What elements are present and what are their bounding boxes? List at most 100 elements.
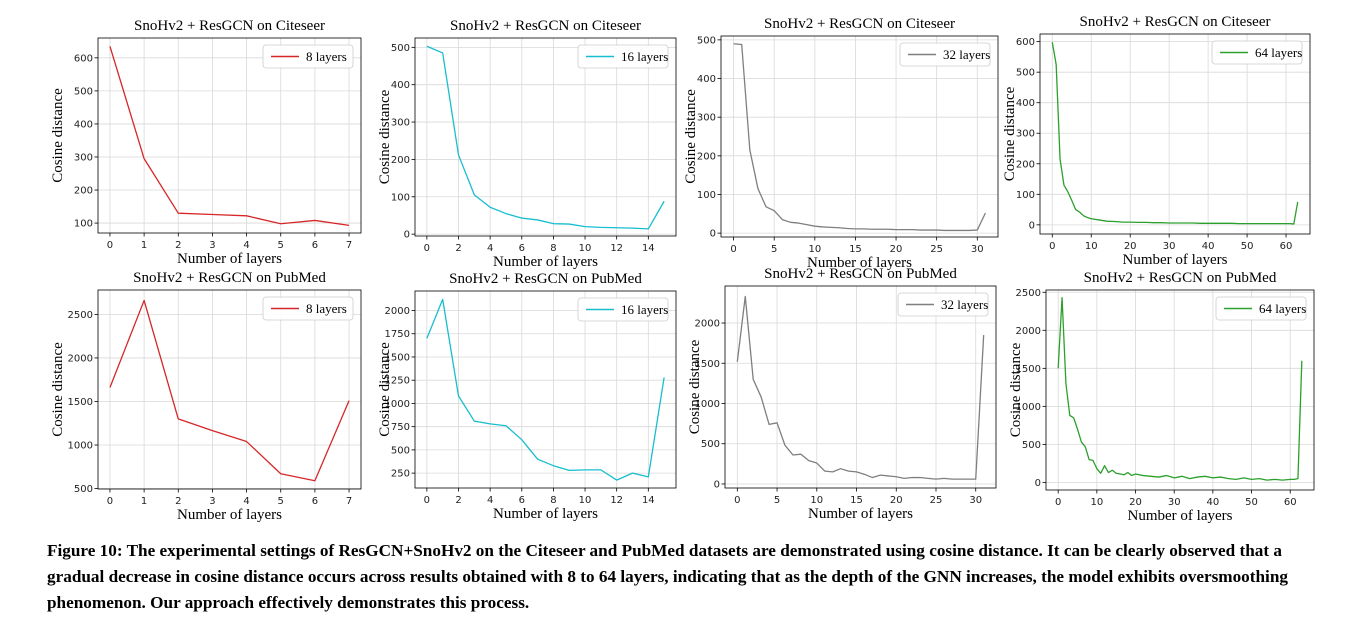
x-tick-label: 4 [243,240,249,251]
y-tick-label: 2500 [1016,288,1041,299]
legend-label: 8 layers [306,49,347,64]
y-tick-label: 100 [391,192,410,203]
x-tick-label: 0 [107,496,113,507]
x-tick-label: 10 [579,495,592,506]
axes-frame [97,289,362,490]
y-tick-label: 0 [1035,478,1041,489]
legend-box [1211,40,1303,65]
x-tick-label: 7 [346,496,352,507]
x-tick-label: 4 [243,496,249,507]
axes-frame [724,285,997,489]
legend-label: 8 layers [306,301,347,316]
y-tick-label: 500 [697,35,716,46]
x-tick-label: 0 [107,240,113,251]
legend-label: 32 layers [941,297,988,312]
x-tick-label: 5 [771,244,777,255]
axes-frame [414,37,677,237]
x-axis-label: Number of layers [808,506,913,522]
x-tick-label: 14 [642,495,655,506]
chart-svg: 0 10 20 30 40 50 60 0 500 1000 1500 2000 2500 64 laye… [1008,270,1315,524]
x-tick-label: 5 [278,240,284,251]
y-tick-label: 500 [701,439,720,450]
x-tick-label: 6 [312,496,318,507]
y-tick-label: 300 [697,113,716,124]
series-line-64-layers [1051,42,1299,225]
chart-title: SnoHv2 + ResGCN on PubMed [133,270,326,286]
y-tick-label: 400 [697,74,716,85]
y-tick-label: 1750 [385,329,410,340]
x-tick-label: 8 [550,495,556,506]
y-tick-label: 1500 [695,359,720,370]
x-axis-label: Number of layers [493,254,598,270]
chart-title: SnoHv2 + ResGCN on Citeseer [450,18,641,34]
y-tick-label: 100 [697,190,716,201]
legend-box [577,297,669,322]
y-tick-label: 400 [74,119,93,130]
x-tick-label: 20 [890,244,903,255]
x-tick-label: 20 [1124,241,1137,252]
x-tick-label: 15 [850,495,863,506]
y-tick-label: 750 [391,422,410,433]
x-tick-label: 6 [519,495,525,506]
chart-panel-1: 0 1 2 3 4 5 6 7 100 200 300 400 500 600 8 layers SnoHv2… [0,0,362,270]
figure: 0 1 2 3 4 5 6 7 100 200 300 400 500 600 8 layers SnoHv2… [0,0,1315,530]
y-tick-label: 600 [74,53,93,64]
legend-box [1215,296,1307,321]
legend-label: 64 layers [1255,45,1302,60]
x-tick-label: 1 [141,496,147,507]
x-tick-label: 4 [487,495,493,506]
legend-box [262,44,354,69]
x-tick-label: 2 [455,243,461,254]
axes-frame [1045,289,1315,491]
chart-svg: 0 5 10 15 20 25 30 0 500 1000 1500 2000 32 layers Sno… [687,266,997,522]
x-tick-label: 3 [209,240,215,251]
x-tick-label: 15 [849,244,862,255]
chart-panel-5: 0 1 2 3 4 5 6 7 500 1000 1500 2000 2500 8 layers SnoHv… [0,270,362,530]
y-tick-label: 200 [74,186,93,197]
x-tick-label: 60 [1284,497,1297,508]
x-axis-label: Number of layers [1123,252,1228,268]
x-tick-label: 12 [610,495,623,506]
x-axis-label: Number of layers [177,507,282,523]
x-axis-label: Number of layers [177,251,282,267]
x-tick-label: 0 [1049,241,1055,252]
x-axis-label: Number of layers [493,506,598,522]
y-tick-label: 0 [710,229,716,240]
legend-box [262,296,354,321]
axes-frame [414,290,677,489]
y-tick-label: 2000 [68,353,93,364]
legend-label: 16 layers [621,302,668,317]
series-line-8-layers [109,299,350,482]
y-tick-label: 300 [391,118,410,129]
y-tick-label: 0 [1029,220,1035,231]
chart-svg: 0 2 4 6 8 10 12 14 0 100 200 300 400 500 16 layers SnoH… [377,18,677,270]
chart-panel-6: 0 2 4 6 8 10 12 14 250 500 750 1000 1250 1500 1750 2000… [345,270,685,530]
chart-svg: 0 1 2 3 4 5 6 7 100 200 300 400 500 600 8 layers SnoHv2… [50,18,362,267]
y-tick-label: 500 [1022,440,1041,451]
x-tick-label: 40 [1202,241,1215,252]
y-axis-label: Cosine distance [1002,86,1018,181]
y-tick-label: 500 [391,43,410,54]
y-tick-label: 1000 [385,399,410,410]
series-line-16-layers [426,298,665,481]
y-tick-label: 1500 [68,397,93,408]
chart-svg: 0 2 4 6 8 10 12 14 250 500 750 1000 1250 1500 1750 2000… [377,271,677,522]
y-tick-label: 500 [1016,68,1035,79]
y-tick-label: 0 [404,230,410,241]
y-tick-label: 200 [391,155,410,166]
x-tick-label: 0 [1055,497,1061,508]
y-tick-label: 400 [1016,98,1035,109]
y-tick-label: 200 [697,151,716,162]
x-tick-label: 25 [930,244,943,255]
x-tick-label: 6 [312,240,318,251]
x-axis-label: Number of layers [807,255,912,271]
y-tick-label: 600 [1016,37,1035,48]
x-tick-label: 0 [424,243,430,254]
x-tick-label: 30 [1163,241,1176,252]
y-tick-label: 1000 [68,441,93,452]
y-tick-label: 1500 [385,352,410,363]
series-line-32-layers [736,295,985,480]
chart-panel-3: 0 5 10 15 20 25 30 0 100 200 300 400 500 32 layers Sno… [683,0,1010,271]
x-tick-label: 25 [930,495,943,506]
